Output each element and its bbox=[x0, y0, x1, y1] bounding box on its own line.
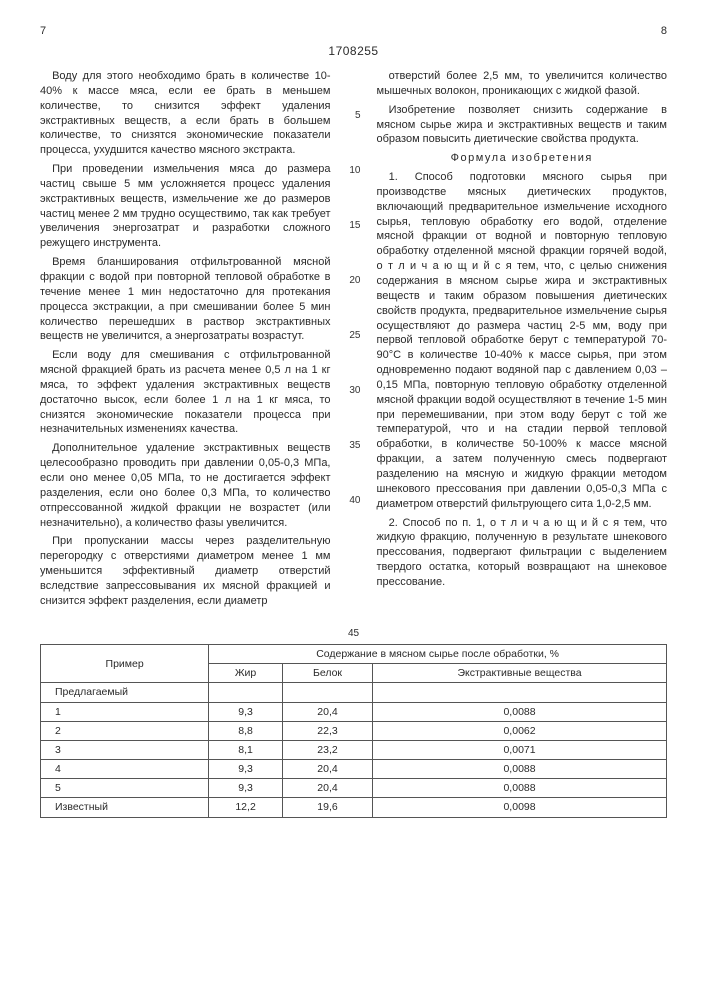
col-extract: Экстрактивные вещества bbox=[373, 664, 667, 683]
para: При проведении измельчения мяса до разме… bbox=[40, 162, 331, 251]
doc-number: 1708255 bbox=[40, 43, 667, 59]
line-num: 30 bbox=[347, 384, 361, 398]
line-num: 40 bbox=[347, 494, 361, 508]
left-column: Воду для этого необходимо брать в количе… bbox=[40, 69, 331, 613]
col-protein: Белок bbox=[282, 664, 372, 683]
page-num-left: 7 bbox=[40, 24, 46, 39]
results-table: Пример Содержание в мясном сырье после о… bbox=[40, 644, 667, 818]
margin-numbers: 5 10 15 20 25 30 35 40 bbox=[347, 69, 361, 613]
para: Если воду для смешивания с отфильтрованн… bbox=[40, 348, 331, 437]
col-example: Пример bbox=[41, 645, 209, 683]
claims-title: Формула изобретения bbox=[377, 151, 668, 166]
right-column: отверстий более 2,5 мм, то увеличится ко… bbox=[377, 69, 668, 613]
table-row: 2 8,8 22,3 0,0062 bbox=[41, 721, 667, 740]
group-label: Предлагаемый bbox=[41, 683, 209, 702]
line-num: 15 bbox=[347, 219, 361, 233]
table-row: 3 8,1 23,2 0,0071 bbox=[41, 740, 667, 759]
table-marker: 45 bbox=[40, 627, 667, 641]
para: Дополнительное удаление экстрактивных ве… bbox=[40, 441, 331, 530]
results-table-section: 45 Пример Содержание в мясном сырье посл… bbox=[40, 627, 667, 818]
para: Время бланширования отфильтрованной мясн… bbox=[40, 255, 331, 344]
para: Изобретение позволяет снизить содержание… bbox=[377, 103, 668, 148]
page-header: 7 8 bbox=[40, 24, 667, 39]
line-num: 25 bbox=[347, 329, 361, 343]
table-row: 4 9,3 20,4 0,0088 bbox=[41, 760, 667, 779]
line-num: 5 bbox=[347, 109, 361, 123]
para: Воду для этого необходимо брать в количе… bbox=[40, 69, 331, 158]
col-fat: Жир bbox=[209, 664, 283, 683]
line-num: 35 bbox=[347, 439, 361, 453]
line-num: 10 bbox=[347, 164, 361, 178]
claim: 1. Способ подготовки мясного сырья при п… bbox=[377, 170, 668, 511]
table-row-known: Известный 12,2 19,6 0,0098 bbox=[41, 798, 667, 817]
para: При пропускании массы через разделительн… bbox=[40, 534, 331, 608]
table-row: 5 9,3 20,4 0,0088 bbox=[41, 779, 667, 798]
line-num: 20 bbox=[347, 274, 361, 288]
col-main-header: Содержание в мясном сырье после обработк… bbox=[209, 645, 667, 664]
table-row: 1 9,3 20,4 0,0088 bbox=[41, 702, 667, 721]
page-num-right: 8 bbox=[661, 24, 667, 39]
claim: 2. Способ по п. 1, о т л и ч а ю щ и й с… bbox=[377, 516, 668, 590]
para: отверстий более 2,5 мм, то увеличится ко… bbox=[377, 69, 668, 99]
text-columns: Воду для этого необходимо брать в количе… bbox=[40, 69, 667, 613]
